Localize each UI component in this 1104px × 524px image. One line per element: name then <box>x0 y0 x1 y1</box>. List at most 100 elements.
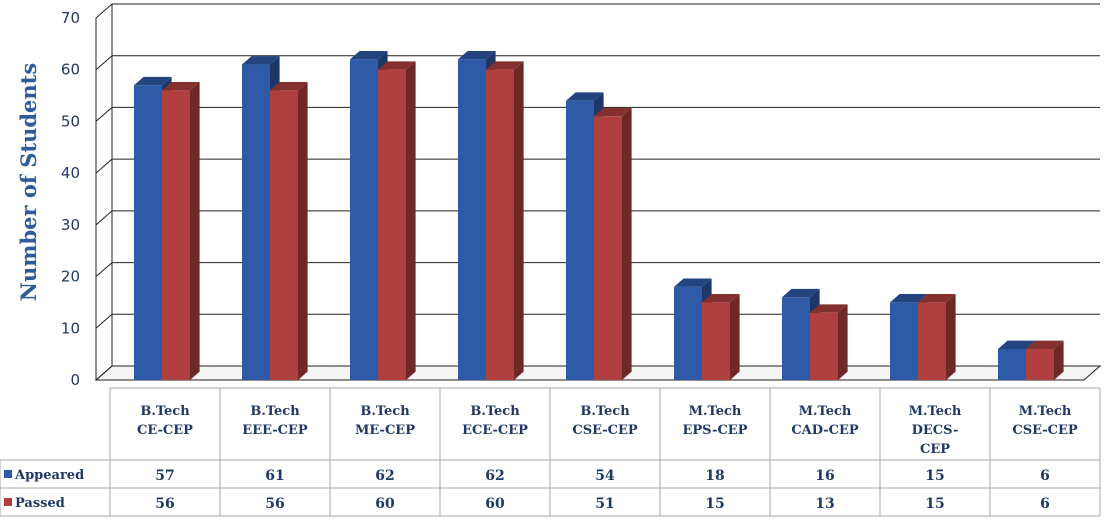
bar-top <box>566 92 604 101</box>
bar-side <box>838 304 848 380</box>
category-label: M.Tech <box>909 404 962 419</box>
data-label: 60 <box>375 496 395 512</box>
bars <box>134 50 1064 381</box>
data-label: 62 <box>485 468 504 484</box>
bar-top <box>162 82 200 91</box>
category-label: CE-CEP <box>137 423 193 438</box>
data-label: 57 <box>155 468 174 484</box>
data-label: 62 <box>375 468 394 484</box>
data-label: 61 <box>265 468 284 484</box>
bar-top <box>134 76 172 86</box>
bar-top <box>594 107 632 117</box>
category-label: DECS- <box>912 423 959 438</box>
category-label: ME-CEP <box>355 423 415 438</box>
data-label: 15 <box>925 468 944 484</box>
bar-passed <box>378 61 416 381</box>
y-tick-label: 40 <box>61 164 80 182</box>
data-label: 16 <box>815 468 834 484</box>
bar-front <box>998 348 1026 380</box>
bar-top <box>702 294 740 303</box>
gridline-depth <box>95 313 113 329</box>
bar-top <box>270 82 308 91</box>
bar-front <box>458 59 486 380</box>
bar-front <box>674 286 702 380</box>
y-tick-label: 0 <box>70 371 80 389</box>
category-label: M.Tech <box>799 404 852 419</box>
bar-front <box>486 69 514 380</box>
data-label: 56 <box>155 496 174 512</box>
gridline-depth <box>95 365 113 381</box>
y-tick-label: 70 <box>61 9 80 27</box>
bar-top <box>998 340 1036 349</box>
bar-top <box>782 288 820 298</box>
bar-side <box>190 82 200 380</box>
category-label: EEE-CEP <box>242 423 308 438</box>
gridline-depth <box>95 55 113 71</box>
bar-passed <box>918 294 956 380</box>
category-label: B.Tech <box>580 404 630 419</box>
category-label: B.Tech <box>140 404 190 419</box>
bar-side <box>1054 340 1064 380</box>
bar-top <box>1026 340 1064 349</box>
data-label: 51 <box>595 496 614 512</box>
category-label: B.Tech <box>250 404 300 419</box>
bar-side <box>946 294 956 380</box>
gridline-depth <box>95 210 113 226</box>
bar-front <box>270 90 298 381</box>
bar-front <box>378 69 406 380</box>
legend-entry: Passed <box>4 496 65 511</box>
legend-label: Appeared <box>14 468 84 483</box>
category-label: EPS-CEP <box>683 423 748 438</box>
bar-front <box>918 302 946 380</box>
gridline-depth <box>95 3 113 19</box>
bar-front <box>702 302 730 380</box>
data-label: 6 <box>1040 468 1050 484</box>
category-label: CEP <box>920 442 950 457</box>
bar-passed <box>486 61 524 381</box>
bar-side <box>514 61 524 381</box>
data-label: 15 <box>705 496 724 512</box>
data-label: 54 <box>595 468 615 484</box>
bar-side <box>622 107 632 380</box>
bar-top <box>242 56 280 65</box>
data-label: 18 <box>705 468 724 484</box>
bar-front <box>242 64 270 381</box>
bar-front <box>890 302 918 380</box>
bar-passed <box>162 82 200 381</box>
bar-side <box>298 82 308 380</box>
bar-passed <box>1026 340 1064 380</box>
y-tick-label: 20 <box>61 268 80 286</box>
y-tick-label: 10 <box>61 319 80 337</box>
legend-label: Passed <box>15 496 65 511</box>
gridline-depth <box>95 107 113 122</box>
y-axis-label: Number of Students <box>16 63 41 301</box>
category-label: ECE-CEP <box>462 423 528 438</box>
y-axis-ticks: 0 10 20 30 40 50 60 70 <box>61 9 80 389</box>
category-label: CSE-CEP <box>1012 423 1078 438</box>
bar-side <box>406 61 416 381</box>
bar-front <box>782 297 810 380</box>
category-label: CSE-CEP <box>572 423 638 438</box>
bar-front <box>162 90 190 381</box>
data-label: 13 <box>815 496 834 512</box>
y-tick-label: 30 <box>61 216 80 234</box>
legend-entry: Appeared <box>4 468 84 483</box>
bar-front <box>566 100 594 380</box>
category-label: M.Tech <box>689 404 742 419</box>
category-label: CAD-CEP <box>791 423 859 438</box>
bar-passed <box>594 107 632 380</box>
legend-swatch <box>4 470 12 478</box>
bar-top <box>810 304 848 313</box>
bar-passed <box>810 304 848 380</box>
bar-top <box>486 61 524 70</box>
bar-top <box>890 294 928 303</box>
gridline-depth <box>95 158 113 174</box>
category-label: M.Tech <box>1019 404 1072 419</box>
y-tick-label: 60 <box>61 61 80 79</box>
bar-top <box>350 50 388 60</box>
bar-top <box>918 294 956 303</box>
data-label: 15 <box>925 496 944 512</box>
bar-front <box>1026 348 1054 380</box>
data-table: B.Tech CE-CEP B.Tech EEE-CEP B.Tech ME-CEP B.T… <box>0 387 1101 517</box>
